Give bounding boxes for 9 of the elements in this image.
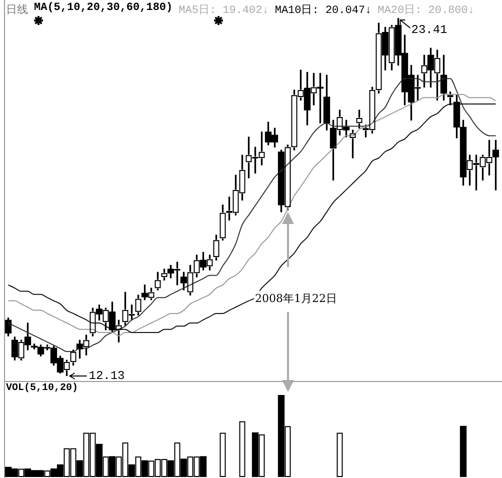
annotation: 12.13: [88, 369, 125, 384]
chart-subtitle: MA(5,10,20,30,60,180): [34, 2, 173, 16]
text: MA5日: 19.402↓: [178, 4, 269, 17]
chart-title: VOL(5,10,20): [6, 383, 78, 394]
annotation: 23.41: [411, 23, 448, 38]
annotation: 2008年1月22日: [254, 291, 338, 306]
text: MA10日: 20.047↓: [274, 4, 372, 17]
text: MA20日: 20.800↓: [378, 4, 474, 17]
chart-title: 日线: [6, 2, 28, 17]
